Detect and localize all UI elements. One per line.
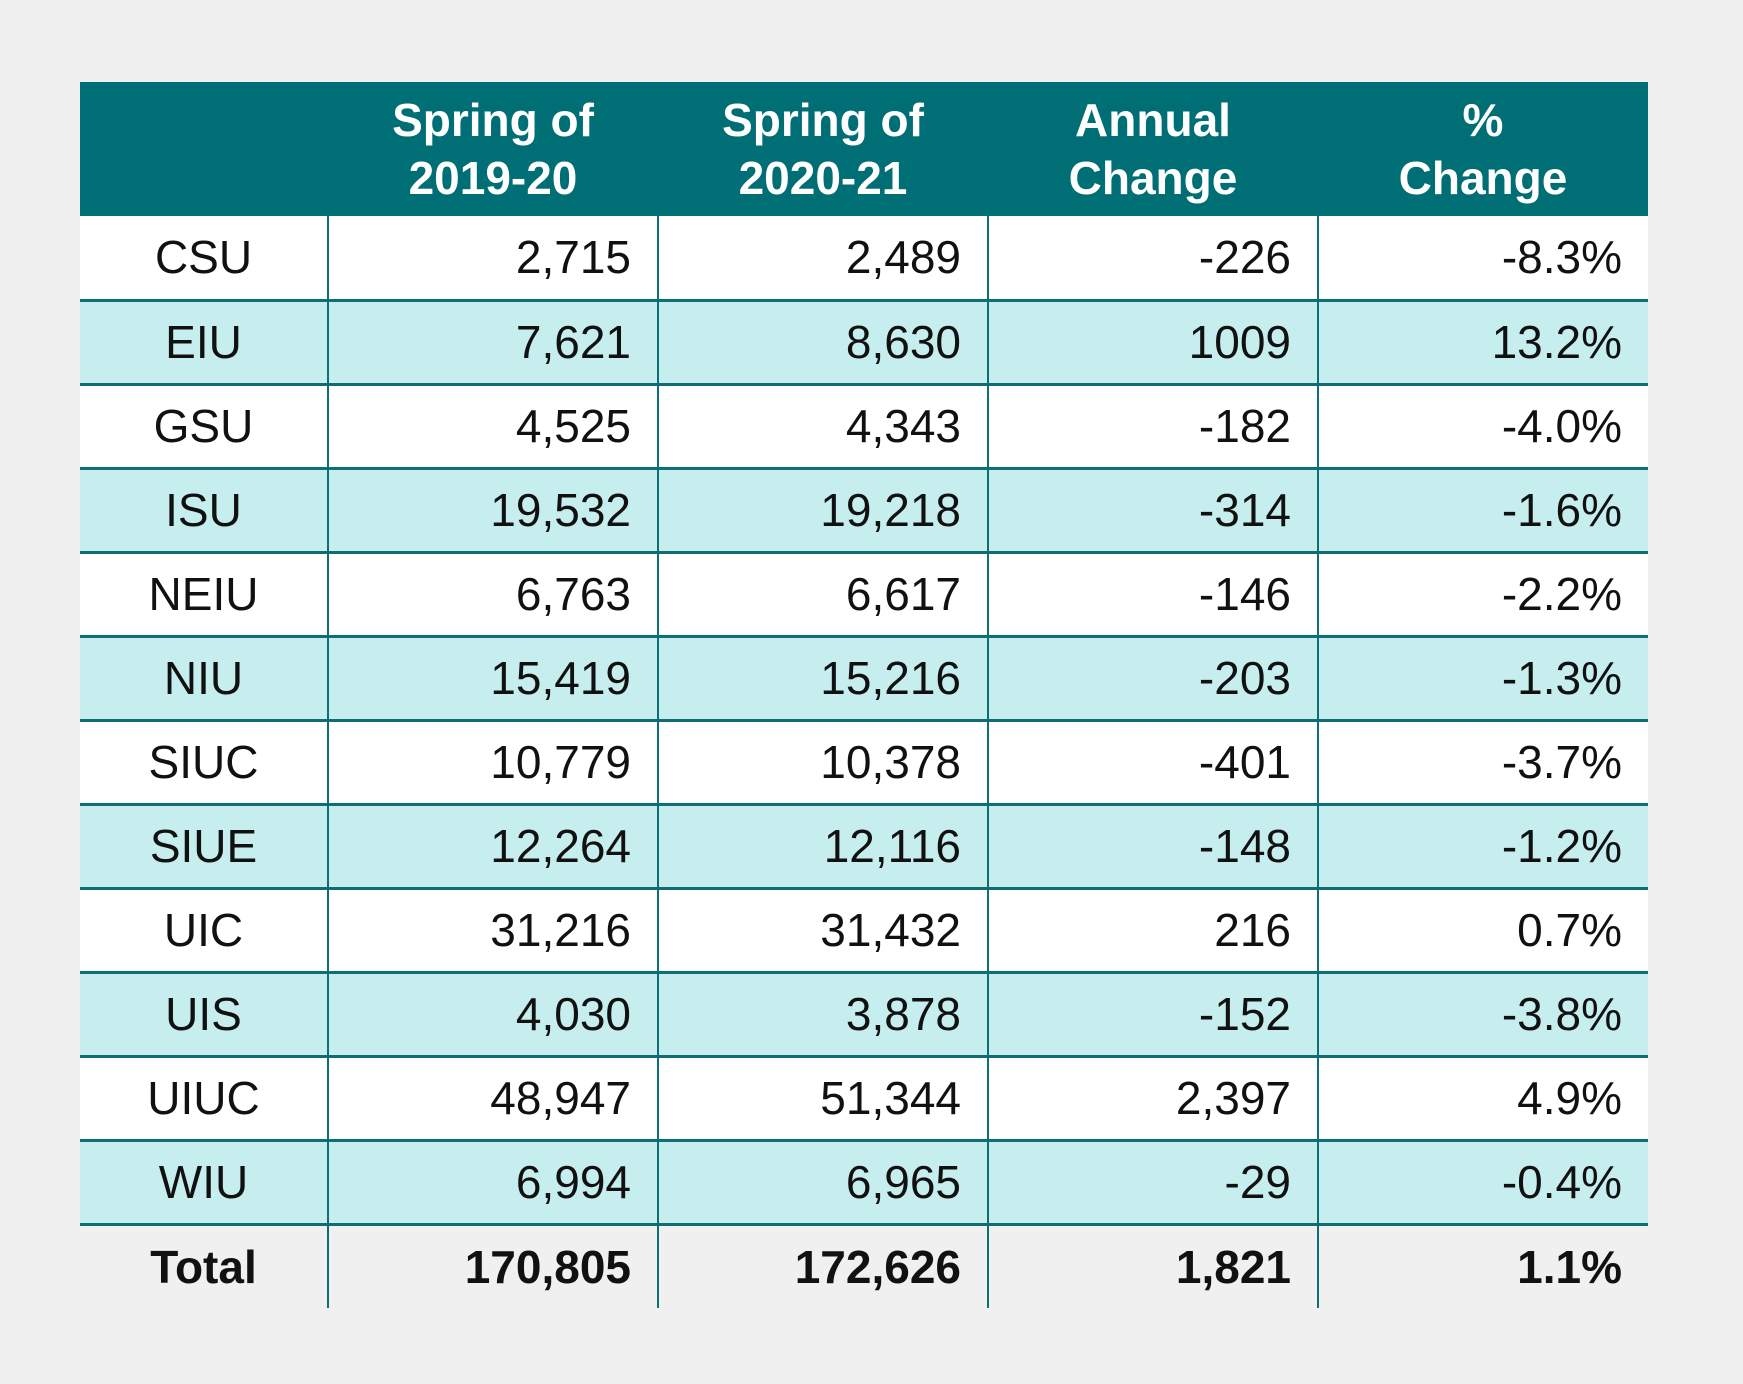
- spring-2019-20-cell: 6,994: [327, 1140, 658, 1226]
- percent-change-cell: -4.0%: [1317, 384, 1648, 470]
- institution-cell: EIU: [80, 300, 328, 386]
- table-row: SIUE 12,264 12,116 -148 -1.2%: [80, 804, 1648, 890]
- institution-cell: SIUC: [80, 720, 328, 806]
- annual-change-cell: -146: [987, 552, 1318, 638]
- table-row: EIU 7,621 8,630 1009 13.2%: [80, 300, 1648, 386]
- table-header: Spring of 2019-20 Spring of 2020-21 Annu…: [80, 82, 1648, 216]
- enrollment-table-container: Spring of 2019-20 Spring of 2020-21 Annu…: [80, 82, 1648, 1308]
- spring-2019-20-cell: 2,715: [327, 216, 658, 302]
- spring-2020-21-cell: 15,216: [657, 636, 988, 722]
- spring-2019-20-cell: 12,264: [327, 804, 658, 890]
- percent-change-cell: -1.6%: [1317, 468, 1648, 554]
- institution-cell: CSU: [80, 216, 328, 302]
- table-row: UIC 31,216 31,432 216 0.7%: [80, 888, 1648, 974]
- institution-cell: WIU: [80, 1140, 328, 1226]
- spring-2020-21-cell: 51,344: [657, 1056, 988, 1142]
- institution-cell: UIS: [80, 972, 328, 1058]
- enrollment-table: Spring of 2019-20 Spring of 2020-21 Annu…: [80, 82, 1648, 1308]
- spring-2019-20-cell: 31,216: [327, 888, 658, 974]
- spring-2020-21-cell: 3,878: [657, 972, 988, 1058]
- institution-cell: UIUC: [80, 1056, 328, 1142]
- percent-change-cell: 0.7%: [1317, 888, 1648, 974]
- annual-change-cell: -314: [987, 468, 1318, 554]
- institution-cell: SIUE: [80, 804, 328, 890]
- spring-2019-20-cell: 10,779: [327, 720, 658, 806]
- spring-2020-21-cell: 6,617: [657, 552, 988, 638]
- header-spring-2019-20: Spring of 2019-20: [328, 82, 658, 216]
- table-row: SIUC 10,779 10,378 -401 -3.7%: [80, 720, 1648, 806]
- annual-change-cell: 216: [987, 888, 1318, 974]
- spring-2019-20-cell: 15,419: [327, 636, 658, 722]
- spring-2020-21-cell: 8,630: [657, 300, 988, 386]
- annual-change-cell: -226: [987, 216, 1318, 302]
- spring-2020-21-cell: 2,489: [657, 216, 988, 302]
- table-row: UIS 4,030 3,878 -152 -3.8%: [80, 972, 1648, 1058]
- total-spring-2019-20-cell: 170,805: [327, 1224, 658, 1308]
- table-body: CSU 2,715 2,489 -226 -8.3% EIU 7,621 8,630 1009 1…: [80, 216, 1648, 1308]
- table-row: NEIU 6,763 6,617 -146 -2.2%: [80, 552, 1648, 638]
- spring-2020-21-cell: 6,965: [657, 1140, 988, 1226]
- institution-cell: GSU: [80, 384, 328, 470]
- percent-change-cell: -3.7%: [1317, 720, 1648, 806]
- percent-change-cell: -1.3%: [1317, 636, 1648, 722]
- annual-change-cell: 1009: [987, 300, 1318, 386]
- percent-change-cell: -2.2%: [1317, 552, 1648, 638]
- institution-cell: NEIU: [80, 552, 328, 638]
- spring-2019-20-cell: 19,532: [327, 468, 658, 554]
- spring-2020-21-cell: 4,343: [657, 384, 988, 470]
- percent-change-cell: -8.3%: [1317, 216, 1648, 302]
- annual-change-cell: 2,397: [987, 1056, 1318, 1142]
- annual-change-cell: -148: [987, 804, 1318, 890]
- percent-change-cell: 4.9%: [1317, 1056, 1648, 1142]
- percent-change-cell: -3.8%: [1317, 972, 1648, 1058]
- total-percent-change-cell: 1.1%: [1317, 1224, 1648, 1308]
- spring-2019-20-cell: 7,621: [327, 300, 658, 386]
- header-percent-change: % Change: [1318, 82, 1648, 216]
- table-row: GSU 4,525 4,343 -182 -4.0%: [80, 384, 1648, 470]
- annual-change-cell: -29: [987, 1140, 1318, 1226]
- header-annual-change: Annual Change: [988, 82, 1318, 216]
- header-spring-2020-21: Spring of 2020-21: [658, 82, 988, 216]
- institution-cell: NIU: [80, 636, 328, 722]
- spring-2019-20-cell: 48,947: [327, 1056, 658, 1142]
- header-institution: [80, 82, 328, 216]
- annual-change-cell: -401: [987, 720, 1318, 806]
- annual-change-cell: -203: [987, 636, 1318, 722]
- spring-2020-21-cell: 12,116: [657, 804, 988, 890]
- annual-change-cell: -182: [987, 384, 1318, 470]
- table-row: NIU 15,419 15,216 -203 -1.3%: [80, 636, 1648, 722]
- spring-2019-20-cell: 4,030: [327, 972, 658, 1058]
- spring-2019-20-cell: 6,763: [327, 552, 658, 638]
- table-row: CSU 2,715 2,489 -226 -8.3%: [80, 216, 1648, 302]
- institution-cell: ISU: [80, 468, 328, 554]
- spring-2020-21-cell: 19,218: [657, 468, 988, 554]
- header-row: Spring of 2019-20 Spring of 2020-21 Annu…: [80, 82, 1648, 216]
- spring-2020-21-cell: 10,378: [657, 720, 988, 806]
- spring-2020-21-cell: 31,432: [657, 888, 988, 974]
- spring-2019-20-cell: 4,525: [327, 384, 658, 470]
- table-row: WIU 6,994 6,965 -29 -0.4%: [80, 1140, 1648, 1226]
- total-spring-2020-21-cell: 172,626: [657, 1224, 988, 1308]
- percent-change-cell: -1.2%: [1317, 804, 1648, 890]
- percent-change-cell: -0.4%: [1317, 1140, 1648, 1226]
- table-row: UIUC 48,947 51,344 2,397 4.9%: [80, 1056, 1648, 1142]
- total-annual-change-cell: 1,821: [987, 1224, 1318, 1308]
- percent-change-cell: 13.2%: [1317, 300, 1648, 386]
- table-row: ISU 19,532 19,218 -314 -1.6%: [80, 468, 1648, 554]
- institution-cell: UIC: [80, 888, 328, 974]
- total-row: Total 170,805 172,626 1,821 1.1%: [80, 1224, 1648, 1308]
- annual-change-cell: -152: [987, 972, 1318, 1058]
- total-institution-cell: Total: [80, 1224, 328, 1308]
